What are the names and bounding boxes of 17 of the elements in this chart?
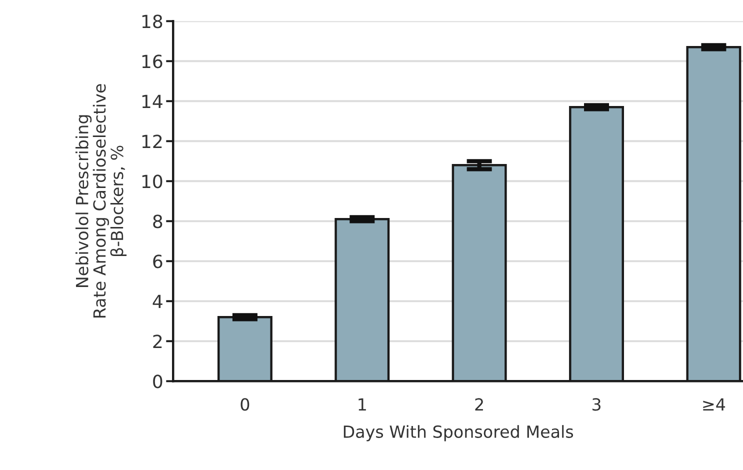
y-axis-title: Nebivolol Prescribing Rate Among Cardioselective β-Blockers, % [75,84,127,318]
y-tick-label: 2 [153,334,162,348]
y-tick-label: 16 [142,54,162,68]
x-tick-label: 0 [240,398,250,411]
y-tick-label: 14 [142,94,162,108]
x-tick-label: 1 [358,398,366,410]
y-tick-label: 8 [153,214,162,228]
x-tick-label: 2 [475,398,483,410]
y-tick-label: 4 [152,294,162,308]
y-tick-label: 12 [142,134,162,148]
y-tick-label: 0 [153,374,162,388]
x-tick-label: 3 [592,398,600,411]
x-axis-title: Days With Sponsored Meals [344,425,574,442]
y-tick-label: 6 [153,254,162,268]
y-tick-label: 10 [142,174,162,188]
x-tick-label: ≥4 [703,398,726,410]
y-tick-label: 18 [142,14,162,28]
